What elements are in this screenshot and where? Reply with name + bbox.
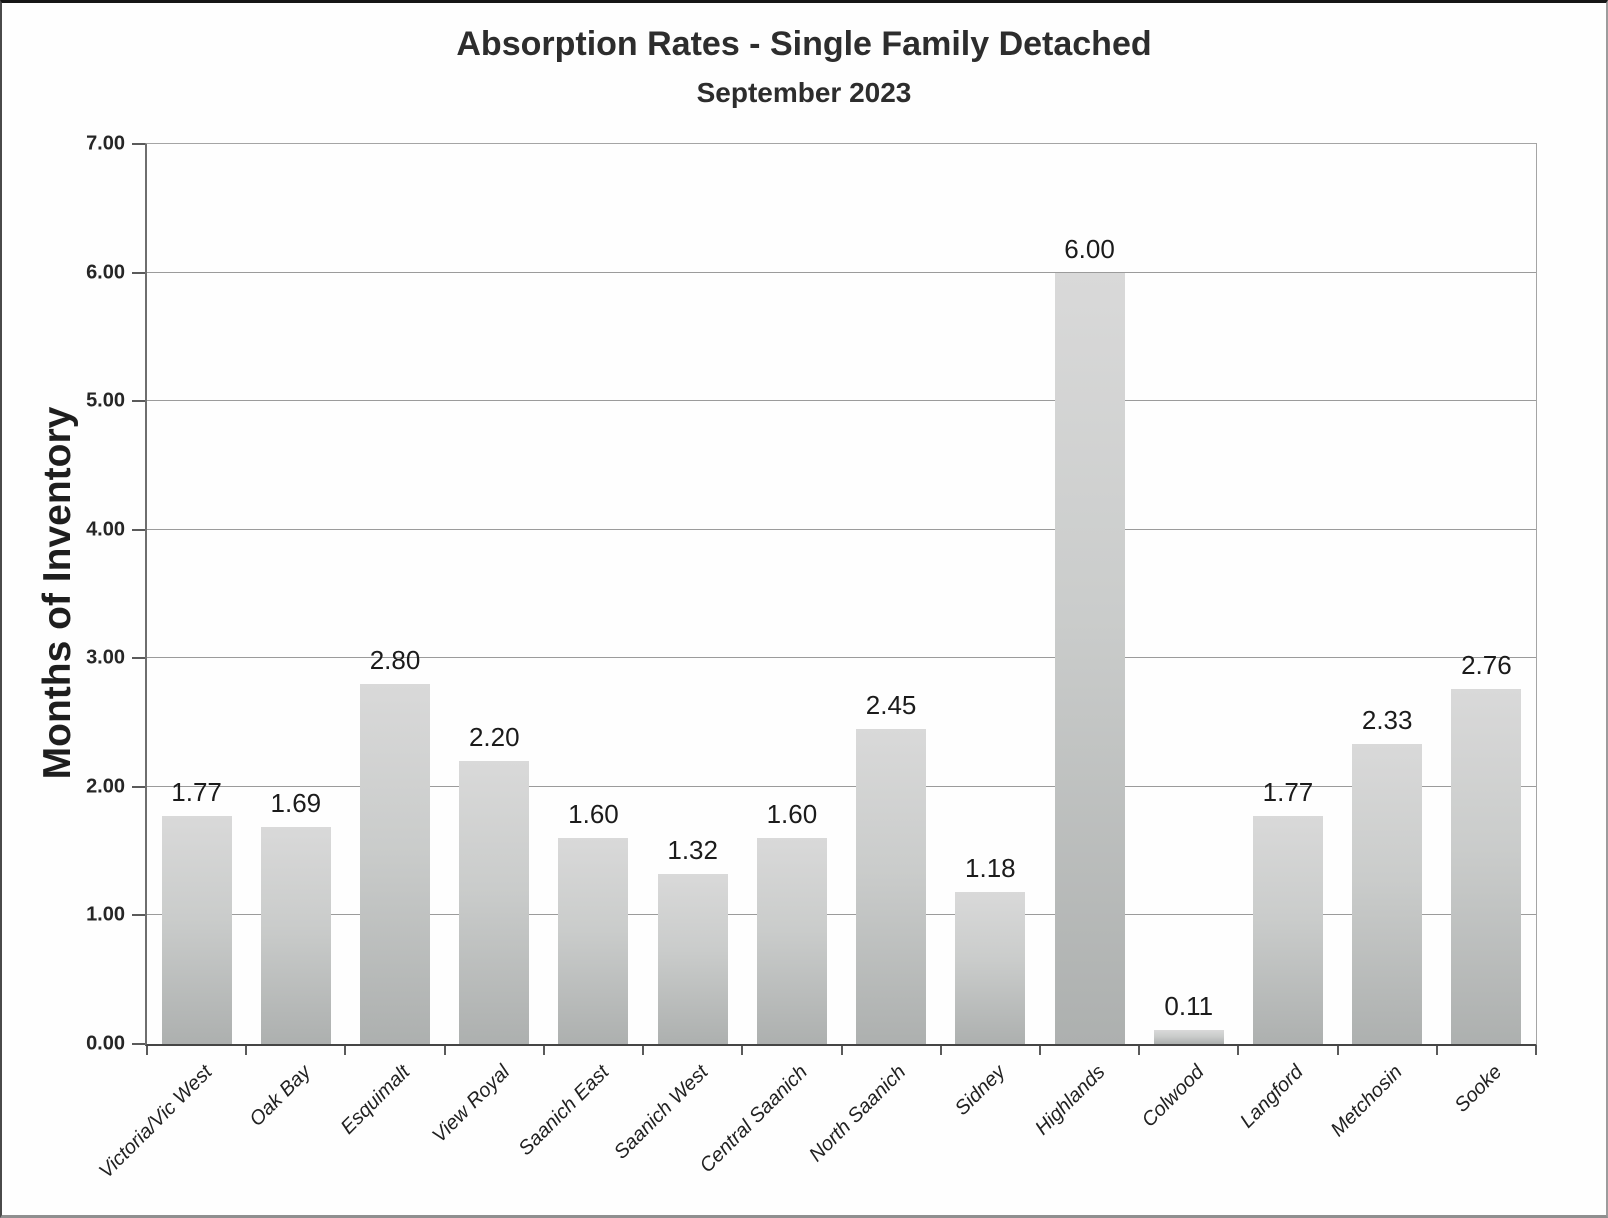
value-label: 1.69 [270,787,322,818]
x-tick-mark [344,1046,347,1055]
x-tick-mark [939,1046,942,1055]
y-tick-mark [132,785,145,788]
x-axis-label: Victoria/Vic West [94,1061,217,1183]
x-axis-label: Langford [1236,1061,1308,1133]
x-tick-mark [1435,1046,1438,1055]
gridline [147,528,1536,530]
x-tick-mark [840,1046,843,1055]
y-tick-mark [132,528,145,531]
chart-title: Absorption Rates - Single Family Detache… [456,25,1152,63]
gridline [147,657,1536,659]
value-label: 2.33 [1361,705,1413,736]
bar [955,892,1026,1044]
x-tick-mark [741,1046,744,1055]
gridline [147,914,1536,916]
bar [558,838,629,1044]
plot-area: 1.77 1.69 2.80 2.20 1.60 1.32 1.60 2.45 1.18 6.00… [145,143,1537,1046]
gridline [147,271,1536,273]
x-axis-label: Saanich East [514,1061,614,1160]
bar [657,874,728,1044]
y-tick-label: 2.00 [86,775,125,798]
bar [161,816,232,1044]
x-tick-mark [1535,1046,1537,1055]
value-label: 2.20 [468,722,520,753]
value-label: 6.00 [1064,233,1115,264]
value-label: 2.76 [1461,650,1512,681]
y-tick-mark [132,271,145,274]
y-tick-label: 0.00 [86,1032,125,1055]
y-tick-mark [132,657,145,660]
x-tick-mark [443,1046,446,1055]
x-tick-mark [1138,1046,1141,1055]
x-tick-mark [1237,1046,1240,1055]
value-label: 1.77 [171,777,222,808]
bar [1054,272,1125,1044]
value-label: 1.60 [766,799,818,830]
x-axis-label: Saanich West [609,1061,713,1164]
chart-subtitle: September 2023 [696,77,912,108]
bar [1153,1029,1224,1044]
value-label: 2.80 [369,645,421,675]
value-label: 0.11 [1164,990,1214,1021]
value-label: 2.45 [865,690,917,720]
x-tick-mark [642,1046,645,1055]
bar [756,838,827,1044]
bar [260,826,331,1044]
value-label: 1.60 [568,799,619,830]
x-axis-label: Colwood [1137,1061,1209,1132]
bar [1352,744,1423,1044]
y-tick-label: 1.00 [86,903,125,926]
value-label: 1.32 [667,835,718,866]
x-axis-label: Central Saanich [695,1061,812,1178]
gridline [147,400,1536,402]
x-tick-mark [245,1046,248,1055]
y-tick-mark [132,400,145,403]
bar [856,729,927,1044]
y-tick-label: 6.00 [86,261,125,284]
x-axis-label: View Royal [427,1061,514,1148]
y-tick-mark [132,143,145,145]
x-tick-mark [1038,1046,1041,1055]
value-label: 1.18 [965,853,1016,884]
y-tick-label: 7.00 [86,132,125,155]
bar [360,684,431,1044]
value-label: 1.77 [1262,777,1314,808]
y-tick-label: 5.00 [86,389,125,412]
bar [459,761,530,1044]
x-axis-label: North Saanich [805,1061,911,1167]
y-tick-mark [132,1043,145,1045]
y-tick-label: 4.00 [86,518,125,541]
x-axis-label: Highlands [1030,1061,1110,1140]
gridline [147,785,1536,787]
x-axis-label: Esquimalt [336,1061,415,1139]
x-tick-mark [1336,1046,1339,1055]
bar [1451,689,1522,1044]
x-tick-mark [146,1046,148,1055]
y-axis-title: Months of Inventory [36,406,79,780]
x-tick-mark [542,1046,545,1055]
x-axis-label: Oak Bay [245,1061,316,1131]
x-axis-label: Metchosin [1326,1061,1407,1142]
y-tick-label: 3.00 [86,646,125,669]
x-axis-label: Sooke [1450,1061,1506,1117]
bar [1252,816,1323,1044]
y-tick-mark [132,914,145,917]
x-axis-label: Sidney [951,1061,1010,1120]
